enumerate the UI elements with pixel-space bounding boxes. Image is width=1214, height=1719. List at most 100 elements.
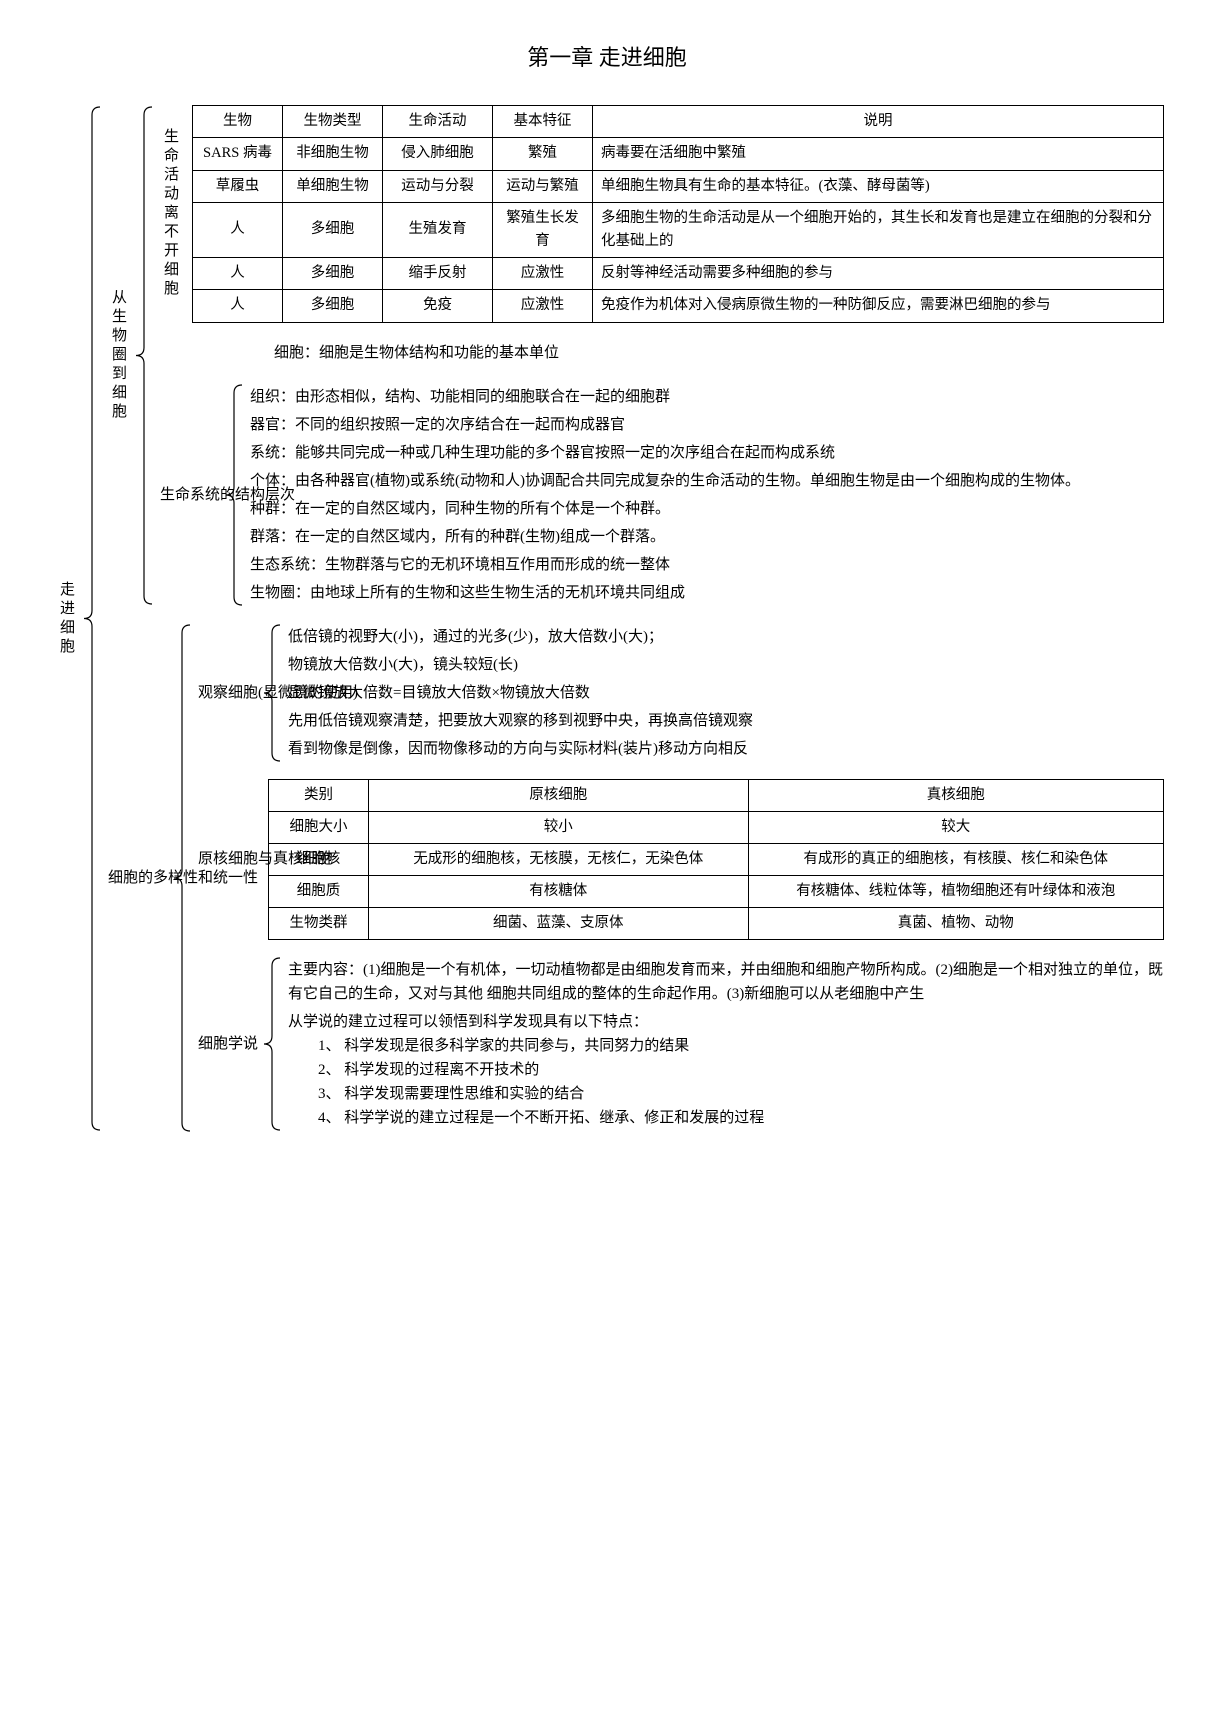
table-cell: 单细胞生物 [283, 170, 383, 202]
table-header: 生物类型 [283, 106, 383, 138]
b2-sec1-label: 观察细胞(显微镜的使用) [192, 623, 262, 763]
table-header: 原核细胞 [369, 779, 749, 811]
branch-1: 从生物圈到细胞 生命活动离不开细胞 生物生物类型生命活动基本特征说明SARS 病… [102, 105, 1164, 606]
table-cell: 细胞质 [269, 876, 369, 908]
brace-b2 [172, 623, 192, 1133]
table-cell: 较小 [369, 811, 749, 843]
table-cell: 应激性 [493, 290, 593, 322]
b1-sec2-label: 生命系统的结构层次 [154, 383, 224, 607]
table-row: 生物类群细菌、蓝藻、支原体真菌、植物、动物 [269, 908, 1164, 940]
brace-b2-sec1 [262, 623, 282, 763]
brace-b1-sec2 [224, 383, 244, 607]
b2-sec3-label: 细胞学说 [192, 956, 262, 1132]
cell-definition: 细胞：细胞是生物体结构和功能的基本单位 [154, 339, 1164, 367]
b2-sec3: 细胞学说 主要内容：(1)细胞是一个有机体，一切动植物都是由细胞发育而来，并由细… [192, 956, 1164, 1132]
cell-theory-points: 1、 科学发现是很多科学家的共同参与，共同努力的结果2、 科学发现的过程离不开技… [288, 1034, 1164, 1130]
table-cell: 免疫作为机体对入侵病原微生物的一种防御反应，需要淋巴细胞的参与 [593, 290, 1164, 322]
table-row: 细胞核无成形的细胞核，无核膜，无核仁，无染色体有成形的真正的细胞核，有核膜、核仁… [269, 843, 1164, 875]
table-cell: 应激性 [493, 258, 593, 290]
table-cell: 真菌、植物、动物 [748, 908, 1163, 940]
table-cell: 较大 [748, 811, 1163, 843]
structure-levels-list: 组织：由形态相似，结构、功能相同的细胞联合在一起的细胞群器官：不同的组织按照一定… [244, 383, 1080, 607]
root-label: 走进细胞 [50, 105, 82, 1132]
table-row: 细胞质有核糖体有核糖体、线粒体等，植物细胞还有叶绿体和液泡 [269, 876, 1164, 908]
cell-type-table: 类别原核细胞真核细胞细胞大小较小较大细胞核无成形的细胞核，无核膜，无核仁，无染色… [268, 779, 1164, 941]
table-row: 人多细胞生殖发育繁殖生长发育多细胞生物的生命活动是从一个细胞开始的，其生长和发育… [193, 202, 1164, 257]
table-cell: 运动与繁殖 [493, 170, 593, 202]
table-cell: 免疫 [383, 290, 493, 322]
table-cell: 多细胞生物的生命活动是从一个细胞开始的，其生长和发育也是建立在细胞的分裂和分化基… [593, 202, 1164, 257]
brace-b1 [134, 105, 154, 606]
b2-sec2: 原核细胞与真核细胞 类别原核细胞真核细胞细胞大小较小较大细胞核无成形的细胞核，无… [192, 779, 1164, 941]
table-cell: 单细胞生物具有生命的基本特征。(衣藻、酵母菌等) [593, 170, 1164, 202]
table-cell: 无成形的细胞核，无核膜，无核仁，无染色体 [369, 843, 749, 875]
table-header: 生物 [193, 106, 283, 138]
list-item: 组织：由形态相似，结构、功能相同的细胞联合在一起的细胞群 [250, 385, 1080, 409]
table-cell: 人 [193, 258, 283, 290]
list-item: 个体：由各种器官(植物)或系统(动物和人)协调配合共同完成复杂的生命活动的生物。… [250, 469, 1080, 493]
table-header: 真核细胞 [748, 779, 1163, 811]
list-item: 群落：在一定的自然区域内，所有的种群(生物)组成一个群落。 [250, 525, 1080, 549]
b2-sec1: 观察细胞(显微镜的使用) 低倍镜的视野大(小)，通过的光多(少)，放大倍数小(大… [192, 623, 1164, 763]
table-cell: 人 [193, 202, 283, 257]
table-cell: SARS 病毒 [193, 138, 283, 170]
table-cell: 人 [193, 290, 283, 322]
list-item: 4、 科学学说的建立过程是一个不断开拓、继承、修正和发展的过程 [318, 1106, 1164, 1130]
list-item: 看到物像是倒像，因而物像移动的方向与实际材料(装片)移动方向相反 [288, 737, 753, 761]
cell-theory-content: 主要内容：(1)细胞是一个有机体，一切动植物都是由细胞发育而来，并由细胞和细胞产… [282, 956, 1164, 1132]
b2-label: 细胞的多样性和统一性 [102, 623, 172, 1133]
table-header: 基本特征 [493, 106, 593, 138]
list-item: 生物圈：由地球上所有的生物和这些生物生活的无机环境共同组成 [250, 581, 1080, 605]
table-cell: 细菌、蓝藻、支原体 [369, 908, 749, 940]
branch-2: 细胞的多样性和统一性 观察细胞(显微镜的使用) 低倍镜的视野大(小)，通过的光多… [102, 623, 1164, 1133]
table-header: 类别 [269, 779, 369, 811]
list-item: 器官：不同的组织按照一定的次序结合在一起而构成器官 [250, 413, 1080, 437]
b1-label: 从生物圈到细胞 [102, 105, 134, 606]
cell-theory-main: 主要内容：(1)细胞是一个有机体，一切动植物都是由细胞发育而来，并由细胞和细胞产… [288, 958, 1164, 1006]
table-cell: 细胞核 [269, 843, 369, 875]
table-row: SARS 病毒非细胞生物侵入肺细胞繁殖病毒要在活细胞中繁殖 [193, 138, 1164, 170]
list-item: 3、 科学发现需要理性思维和实验的结合 [318, 1082, 1164, 1106]
microscope-list: 低倍镜的视野大(小)，通过的光多(少)，放大倍数小(大)；物镜放大倍数小(大)，… [282, 623, 753, 763]
list-item: 1、 科学发现是很多科学家的共同参与，共同努力的结果 [318, 1034, 1164, 1058]
table-cell: 缩手反射 [383, 258, 493, 290]
root-tree: 走进细胞 从生物圈到细胞 生命活动离不开细胞 生物生物类型生命活动基本特征说明S… [50, 105, 1164, 1132]
list-item: 种群：在一定的自然区域内，同种生物的所有个体是一个种群。 [250, 497, 1080, 521]
page-title: 第一章 走进细胞 [50, 40, 1164, 75]
table-cell: 反射等神经活动需要多种细胞的参与 [593, 258, 1164, 290]
table-cell: 有核糖体、线粒体等，植物细胞还有叶绿体和液泡 [748, 876, 1163, 908]
table-cell: 非细胞生物 [283, 138, 383, 170]
table-cell: 运动与分裂 [383, 170, 493, 202]
table-cell: 有成形的真正的细胞核，有核膜、核仁和染色体 [748, 843, 1163, 875]
table-row: 人多细胞免疫应激性免疫作为机体对入侵病原微生物的一种防御反应，需要淋巴细胞的参与 [193, 290, 1164, 322]
table-cell: 繁殖生长发育 [493, 202, 593, 257]
list-item: 低倍镜的视野大(小)，通过的光多(少)，放大倍数小(大)； [288, 625, 753, 649]
table-row: 人多细胞缩手反射应激性反射等神经活动需要多种细胞的参与 [193, 258, 1164, 290]
b2-sec2-label: 原核细胞与真核细胞 [192, 779, 262, 941]
list-item: 显微镜放大倍数=目镜放大倍数×物镜放大倍数 [288, 681, 753, 705]
table-cell: 草履虫 [193, 170, 283, 202]
table-row: 细胞大小较小较大 [269, 811, 1164, 843]
table-cell: 生物类群 [269, 908, 369, 940]
table-header: 生命活动 [383, 106, 493, 138]
life-activity-table: 生物生物类型生命活动基本特征说明SARS 病毒非细胞生物侵入肺细胞繁殖病毒要在活… [192, 105, 1164, 322]
b1-sec2: 生命系统的结构层次 组织：由形态相似，结构、功能相同的细胞联合在一起的细胞群器官… [154, 383, 1164, 607]
table-cell: 病毒要在活细胞中繁殖 [593, 138, 1164, 170]
brace-b2-sec3 [262, 956, 282, 1132]
table-cell: 多细胞 [283, 258, 383, 290]
table-header: 说明 [593, 106, 1164, 138]
b1-sec1: 生命活动离不开细胞 生物生物类型生命活动基本特征说明SARS 病毒非细胞生物侵入… [154, 105, 1164, 322]
b1-sec1-label: 生命活动离不开细胞 [154, 105, 186, 322]
list-item: 生态系统：生物群落与它的无机环境相互作用而形成的统一整体 [250, 553, 1080, 577]
table-cell: 细胞大小 [269, 811, 369, 843]
list-item: 先用低倍镜观察清楚，把要放大观察的移到视野中央，再换高倍镜观察 [288, 709, 753, 733]
table-cell: 多细胞 [283, 202, 383, 257]
list-item: 2、 科学发现的过程离不开技术的 [318, 1058, 1164, 1082]
cell-theory-intro: 从学说的建立过程可以领悟到科学发现具有以下特点： [288, 1010, 1164, 1034]
table-cell: 多细胞 [283, 290, 383, 322]
brace-root [82, 105, 102, 1132]
table-cell: 繁殖 [493, 138, 593, 170]
table-row: 草履虫单细胞生物运动与分裂运动与繁殖单细胞生物具有生命的基本特征。(衣藻、酵母菌… [193, 170, 1164, 202]
table-cell: 侵入肺细胞 [383, 138, 493, 170]
table-cell: 生殖发育 [383, 202, 493, 257]
